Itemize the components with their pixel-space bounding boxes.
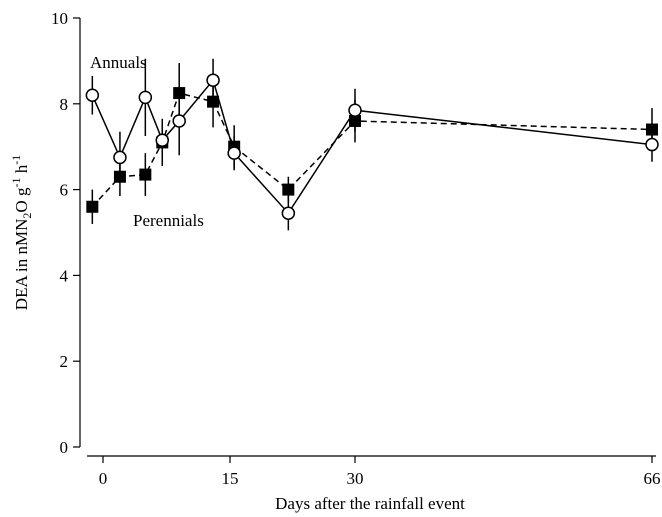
x-tick-label: 15 [222, 469, 239, 488]
y-axis-title-mid: O g [12, 187, 31, 213]
data-point-square [282, 183, 295, 196]
data-point-circle [155, 133, 170, 148]
x-axis-title: Days after the rainfall event [275, 494, 465, 513]
annotation-annuals: Annuals [90, 53, 147, 72]
y-axis-title-mid2: h [12, 164, 31, 177]
x-tick-label: 30 [347, 469, 364, 488]
series-line-annuals [91, 78, 653, 215]
series-annuals [85, 58, 659, 231]
y-tick-label: 4 [60, 266, 69, 285]
data-point-circle [172, 114, 186, 128]
y-axis-title-base: DEA in nMN [12, 219, 31, 311]
series-perennials [86, 63, 658, 224]
data-point-circle [85, 88, 100, 102]
annotations: Annuals Perennials [90, 53, 204, 230]
series-line-perennials [91, 92, 653, 208]
y-axis-title-sup1: -1 [9, 178, 23, 188]
y-axis-title-sub: 2 [20, 213, 34, 219]
y-tick-label: 10 [51, 9, 68, 28]
data-point-circle [348, 103, 362, 117]
data-point-circle [113, 150, 127, 165]
annotation-perennials: Perennials [133, 211, 204, 230]
y-tick-label: 6 [60, 181, 69, 200]
series-layer [85, 58, 659, 231]
y-tick-label: 0 [60, 438, 69, 457]
x-tick-label: 0 [99, 469, 108, 488]
y-tick-label: 8 [60, 95, 69, 114]
x-tick-label: 66 [644, 469, 661, 488]
data-point-circle [227, 146, 241, 160]
x-ticks: 0 15 30 66 [99, 456, 661, 488]
data-point-square [139, 168, 152, 181]
y-axis-title-sup2: -1 [9, 155, 23, 165]
data-point-circle [138, 90, 153, 105]
y-tick-label: 2 [60, 352, 69, 371]
axes [79, 18, 656, 457]
data-point-square [86, 200, 99, 213]
data-point-circle [645, 137, 659, 152]
y-axis-title: DEA in nMN2O g-1 h-1 [9, 155, 34, 310]
data-point-circle [206, 73, 220, 87]
data-point-circle [281, 206, 296, 220]
y-ticks: 0 2 4 6 8 10 [51, 9, 80, 457]
